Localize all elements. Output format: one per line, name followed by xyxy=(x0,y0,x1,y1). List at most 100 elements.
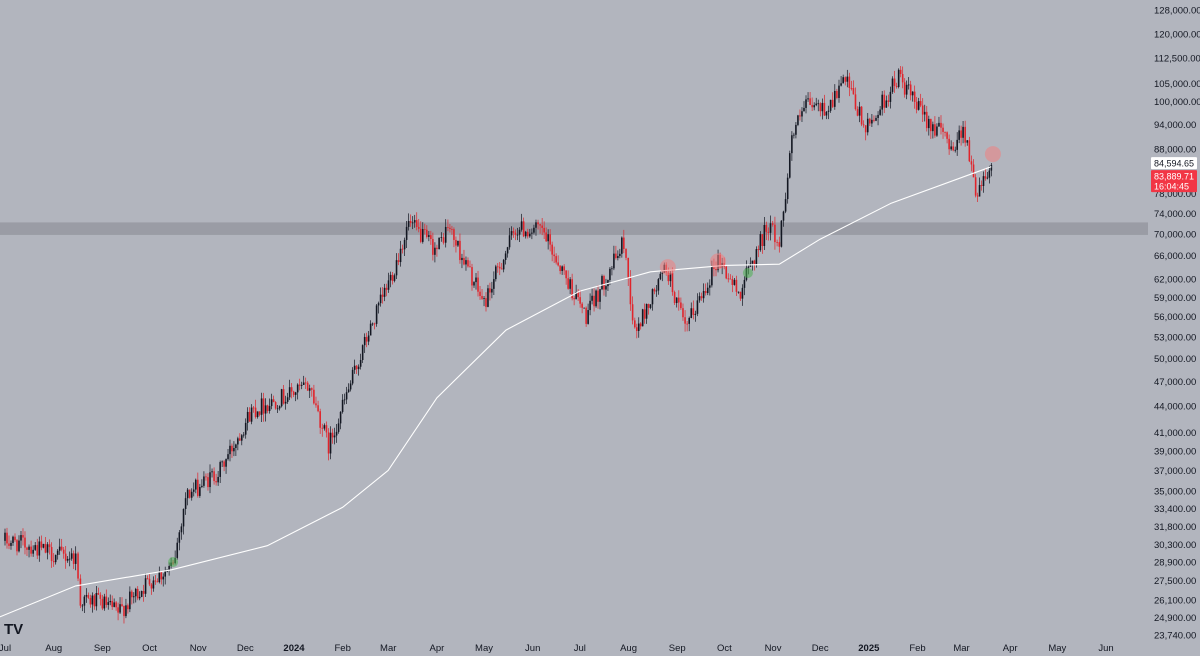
candle-body xyxy=(36,545,39,556)
candle-body xyxy=(747,266,750,268)
candle-body xyxy=(302,382,305,385)
candle-body xyxy=(168,566,170,570)
candle-body xyxy=(152,580,155,589)
x-tick-label: Aug xyxy=(45,643,62,654)
candle-body xyxy=(680,302,682,309)
candle-body xyxy=(819,103,822,112)
candle-body xyxy=(341,399,344,412)
candle-body xyxy=(38,541,41,556)
candle-body xyxy=(186,489,189,499)
candle-body xyxy=(300,384,303,386)
y-tick-label: 62,000.00 xyxy=(1154,274,1196,285)
candle-body xyxy=(282,389,285,404)
candle-body xyxy=(325,425,328,433)
countdown-label: 16:04:45 xyxy=(1154,182,1189,192)
candle-body xyxy=(211,471,213,473)
candle-body xyxy=(585,307,587,324)
candle-body xyxy=(449,227,451,229)
candle-body xyxy=(419,228,422,242)
candle-body xyxy=(984,176,987,179)
candle-body xyxy=(339,411,342,424)
candle-body xyxy=(899,69,902,74)
candle-body xyxy=(769,223,772,233)
candle-body xyxy=(81,605,84,607)
candle-body xyxy=(74,553,77,564)
candle-body xyxy=(233,448,235,452)
candle-body xyxy=(62,549,65,554)
candle-body xyxy=(105,596,108,605)
candle-body xyxy=(631,304,634,321)
candle-body xyxy=(14,536,16,541)
candle-body xyxy=(387,280,390,290)
candle-body xyxy=(28,546,30,550)
candle-body xyxy=(539,224,541,226)
candle-body xyxy=(741,287,744,299)
candle-body xyxy=(579,297,581,304)
candle-body xyxy=(597,290,599,302)
y-tick-label: 27,500.00 xyxy=(1154,576,1196,587)
candle-body xyxy=(276,408,279,410)
candle-body xyxy=(547,234,549,242)
candle-body xyxy=(188,489,191,498)
candle-body xyxy=(40,541,43,548)
candle-body xyxy=(357,366,360,370)
candle-body xyxy=(625,248,627,258)
candle-body xyxy=(244,422,247,435)
candle-body xyxy=(735,279,738,292)
candle-body xyxy=(840,83,842,86)
candle-body xyxy=(199,486,201,496)
candle-body xyxy=(759,234,762,251)
candle-body xyxy=(860,106,863,125)
y-tick-label: 78,000.00 xyxy=(1154,189,1196,200)
y-tick-label: 105,000.00 xyxy=(1154,79,1200,90)
x-tick-label: Jul xyxy=(0,643,11,654)
candle-body xyxy=(138,596,141,599)
candle-body xyxy=(811,104,813,108)
x-tick-label: Oct xyxy=(142,643,157,654)
candle-body xyxy=(72,553,75,564)
x-tick-label: Jul xyxy=(574,643,586,654)
candle-body xyxy=(932,124,934,132)
candle-body xyxy=(455,239,457,246)
candle-body xyxy=(956,139,958,150)
candle-body xyxy=(873,119,875,121)
candle-body xyxy=(567,278,569,289)
candle-body xyxy=(103,596,106,609)
candle-body xyxy=(725,266,728,279)
y-tick-label: 26,100.00 xyxy=(1154,595,1196,606)
candle-body xyxy=(421,229,424,242)
candle-body xyxy=(146,578,149,580)
candle-body xyxy=(844,77,847,82)
candle-body xyxy=(337,423,340,432)
candle-body xyxy=(797,115,799,125)
candle-body xyxy=(846,76,849,82)
candle-body xyxy=(237,438,239,445)
x-tick-label: May xyxy=(475,643,493,654)
candle-body xyxy=(587,310,589,324)
candle-body xyxy=(317,405,319,412)
candle-body xyxy=(661,272,664,274)
candle-body xyxy=(434,247,436,255)
candle-body xyxy=(986,177,989,179)
candle-body xyxy=(93,595,96,607)
candle-body xyxy=(140,591,143,597)
candle-body xyxy=(737,291,740,293)
candle-body xyxy=(944,131,946,133)
candle-body xyxy=(294,392,297,395)
candle-body xyxy=(373,323,376,325)
candle-body xyxy=(709,285,711,288)
x-tick-label: Nov xyxy=(765,643,782,654)
candle-body xyxy=(778,242,781,247)
candle-body xyxy=(659,273,662,280)
candle-body xyxy=(936,126,938,136)
candle-body xyxy=(976,195,979,197)
candle-body xyxy=(834,90,836,107)
candle-body xyxy=(58,546,61,551)
candle-body xyxy=(565,270,567,279)
candle-body xyxy=(129,591,131,610)
candle-body xyxy=(6,532,8,544)
candle-body xyxy=(493,279,495,289)
candle-body xyxy=(184,498,187,510)
